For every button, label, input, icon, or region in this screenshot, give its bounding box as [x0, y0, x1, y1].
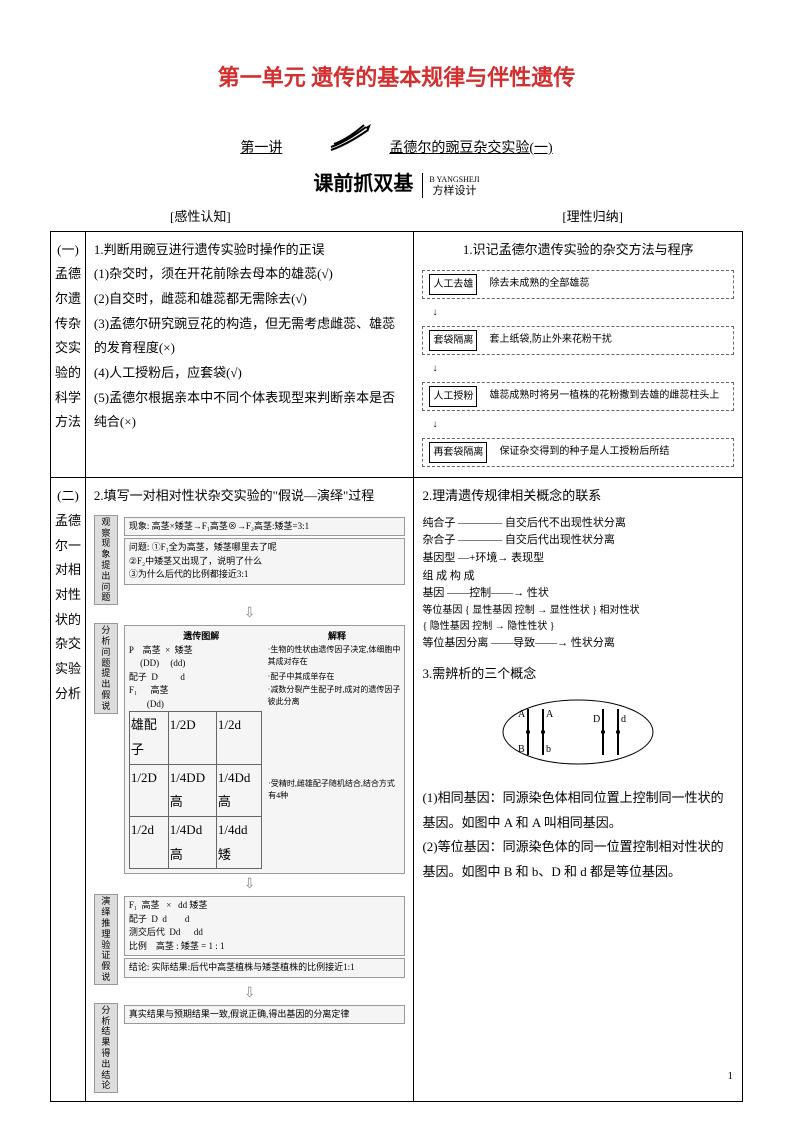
row1-right-title: 1.识记孟德尔遗传实验的杂交方法与程序	[422, 238, 734, 263]
flow-stage: 演绎推理验证假说	[94, 894, 118, 984]
step-desc: 套上纸袋,防止外来花粉干扰	[489, 330, 727, 351]
side-label-2: (二)孟德尔一对相对性状的杂交实验分析	[51, 478, 86, 1102]
concept-line: 等位基因分离 ——导致——→ 性状分离	[422, 635, 734, 653]
sub-pinyin: B YANGSHEJI	[429, 175, 479, 184]
svg-text:A: A	[546, 709, 554, 720]
arrow-icon: ↓	[422, 415, 734, 434]
svg-text:d: d	[621, 714, 626, 725]
testcross-diagram: F₁ 高茎 × dd 矮茎 配子 D d d 测交后代 Dd dd 比例 高茎 …	[124, 896, 406, 956]
pre-class-header: 课前抓双基 B YANGSHEJI 方样设计	[50, 167, 743, 198]
arrow-icon: ↓	[422, 359, 734, 378]
flow-stage: 观察现象提出问题	[94, 515, 118, 605]
diagram-header: 遗传图解	[183, 630, 219, 644]
row2-right-title: 2.理清遗传规律相关概念的联系	[422, 484, 734, 509]
step-label: 人工授粉	[429, 386, 477, 407]
table-row: (一)孟德尔遗传杂交实验的科学方法 1.判断用豌豆进行遗传实验时操作的正误 (1…	[51, 231, 743, 478]
row1-left: 1.判断用豌豆进行遗传实验时操作的正误 (1)杂交时，须在开花前除去母本的雄蕊(…	[85, 231, 414, 478]
cross-f1: F₁ 高茎 (Dd)	[129, 684, 262, 711]
table-row: (二)孟德尔一对相对性状的杂交实验分析 2.填写一对相对性状杂交实验的"假说—演…	[51, 478, 743, 1102]
punnett-exp: ·受精时,雌雄配子随机结合,结合方式有4种	[268, 778, 400, 802]
cross-gamete: 配子 D d	[129, 671, 262, 685]
cross-f1-exp: ·减数分裂产生配子时,成对的遗传因子彼此分离	[268, 684, 401, 711]
flow-questions: 问题: ①F₁全为高茎，矮茎哪里去了呢 ②F₂中矮茎又出现了，说明了什么 ③为什…	[124, 538, 406, 585]
arrow-down-icon: ⇩	[94, 987, 406, 1001]
side-label-1: (一)孟德尔遗传杂交实验的科学方法	[51, 231, 86, 478]
testcross-result: 结论: 实际结果:后代中高茎植株与矮茎植株的比例接近1:1	[124, 958, 406, 978]
hypothesis-flow-diagram: 观察现象提出问题 现象: 高茎×矮茎→F₁高茎⊗→F₂高茎:矮茎=3:1 问题:…	[94, 515, 406, 1093]
flow-observation: 现象: 高茎×矮茎→F₁高茎⊗→F₂高茎:矮茎=3:1	[124, 517, 406, 537]
step-desc: 雄蕊成熟时将另一植株的花粉撒到去雄的雌蕊柱头上	[489, 386, 727, 407]
flow-stage: 分析问题提出假说	[94, 623, 118, 713]
arrow-icon: ↓	[422, 303, 734, 322]
arrow-down-icon: ⇩	[94, 878, 406, 892]
lecture-row: 第一讲 孟德尔的豌豆杂交实验(一)	[50, 122, 743, 157]
svg-text:b: b	[546, 744, 551, 755]
concept-line: 组 成 构 成	[422, 568, 734, 586]
step-box: 人工去雄 除去未成熟的全部雄蕊	[422, 270, 734, 299]
diagram-header: 解释	[328, 630, 346, 644]
row1-item: (5)孟德尔根据亲本中不同个体表现型来判断亲本是否纯合(×)	[94, 386, 406, 435]
right-col-header: [理性归纳]	[562, 206, 623, 225]
step-desc: 保证杂交得到的种子是人工授粉后所结	[499, 442, 727, 463]
concept-line: 基因型 —+环境→ 表现型	[422, 550, 734, 568]
concept-line: 纯合子 ———— 自交后代不出现性状分离	[422, 515, 734, 533]
step-box: 人工授粉 雄蕊成熟时将另一植株的花粉撒到去雄的雌蕊柱头上	[422, 382, 734, 411]
row1-left-title: 1.判断用豌豆进行遗传实验时操作的正误	[94, 238, 406, 263]
sub-cn: 方样设计	[433, 185, 477, 197]
unit-title: 第一单元 遗传的基本规律与伴性遗传	[50, 60, 743, 92]
cross-p-exp: ·生物的性状由遗传因子决定,体细胞中其成对存在	[268, 644, 401, 671]
concept-line: 基因 ——控制——→ 性状	[422, 585, 734, 603]
conclusion: 真实结果与预期结果一致,假说正确,得出基因的分离定律	[124, 1005, 406, 1025]
column-headers: [感性认知] [理性归纳]	[50, 206, 743, 225]
punnett-table: 雄配子1/2D1/2d 1/2D1/4DD高1/4Dd高 1/2d1/4Dd高1…	[129, 711, 262, 869]
definition-2: (2)等位基因：同源染色体的同一位置控制相对性状的基因。如图中 B 和 b、D …	[422, 835, 734, 884]
svg-text:A: A	[518, 709, 526, 720]
definition-1: (1)相同基因：同源染色体相同位置上控制同一性状的基因。如图中 A 和 A 叫相…	[422, 786, 734, 835]
arrow-logo-icon	[326, 122, 376, 157]
concept-line: 等位基因 { 显性基因 控制 → 显性性状 } 相对性状	[422, 603, 734, 619]
row1-item: (2)自交时，雌蕊和雄蕊都无需除去(√)	[94, 287, 406, 312]
page-number: 1	[728, 1070, 734, 1082]
step-box: 套袋隔离 套上纸袋,防止外来花粉干扰	[422, 326, 734, 355]
row2-left: 2.填写一对相对性状杂交实验的"假说—演绎"过程 观察现象提出问题 现象: 高茎…	[85, 478, 414, 1102]
row1-item: (1)杂交时，须在开花前除去母本的雄蕊(√)	[94, 262, 406, 287]
row2-right: 2.理清遗传规律相关概念的联系 纯合子 ———— 自交后代不出现性状分离 杂合子…	[414, 478, 743, 1102]
concept-line: { 隐性基因 控制 → 隐性性状 }	[422, 619, 734, 635]
concept-map: 纯合子 ———— 自交后代不出现性状分离 杂合子 ———— 自交后代出现性状分离…	[422, 515, 734, 653]
step-desc: 除去未成熟的全部雄蕊	[489, 274, 727, 295]
arrow-down-icon: ⇩	[94, 607, 406, 621]
lecture-title: 孟德尔的豌豆杂交实验(一)	[389, 141, 552, 156]
cross-gamete-exp: ·配子中其成单存在	[268, 671, 401, 685]
svg-text:B: B	[518, 744, 525, 755]
row1-item: (3)孟德尔研究豌豆花的构造，但无需考虑雌蕊、雄蕊的发育程度(×)	[94, 312, 406, 361]
concept-line: 杂合子 ———— 自交后代出现性状分离	[422, 532, 734, 550]
main-table: (一)孟德尔遗传杂交实验的科学方法 1.判断用豌豆进行遗传实验时操作的正误 (1…	[50, 231, 743, 1103]
left-col-header: [感性认知]	[170, 206, 231, 225]
cross-p: P 高茎 × 矮茎 (DD) (dd)	[129, 644, 262, 671]
step-label: 套袋隔离	[429, 330, 477, 351]
step-label: 再套袋隔离	[429, 442, 487, 463]
svg-text:D: D	[593, 714, 600, 725]
chromosome-diagram: A A Bb Dd	[422, 697, 734, 776]
row2-left-title: 2.填写一对相对性状杂交实验的"假说—演绎"过程	[94, 484, 406, 509]
step-box: 再套袋隔离 保证杂交得到的种子是人工授粉后所结	[422, 438, 734, 467]
pre-class-title: 课前抓双基	[313, 173, 413, 195]
flow-stage: 分析结果得出结论	[94, 1003, 118, 1093]
pre-class-sub: B YANGSHEJI 方样设计	[422, 173, 479, 197]
row1-item: (4)人工授粉后，应套袋(√)	[94, 361, 406, 386]
lecture-label: 第一讲	[240, 141, 282, 156]
row2-right-sub2: 3.需辨析的三个概念	[422, 662, 734, 687]
step-label: 人工去雄	[429, 274, 477, 295]
row1-right: 1.识记孟德尔遗传实验的杂交方法与程序 人工去雄 除去未成熟的全部雄蕊 ↓ 套袋…	[414, 231, 743, 478]
